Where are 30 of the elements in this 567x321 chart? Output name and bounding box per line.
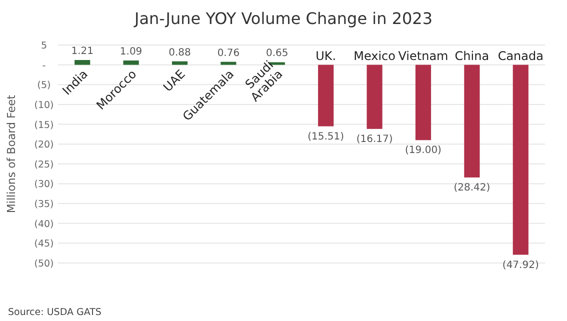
source-note: Source: USDA GATS <box>8 307 102 318</box>
x-tick-label: UK. <box>316 48 336 63</box>
y-tick-label: 5 <box>40 40 48 52</box>
x-tick-label: Vietnam <box>398 48 448 63</box>
y-tick-label: (5) <box>37 80 51 92</box>
data-label: (47.92) <box>502 260 539 271</box>
x-tick-label: China <box>454 48 490 63</box>
y-tick-label: (10) <box>34 100 54 111</box>
y-tick-label: (25) <box>34 159 54 170</box>
data-label: (15.51) <box>308 131 344 142</box>
y-tick-label: (30) <box>34 179 54 190</box>
x-tick-label: Canada <box>498 48 544 63</box>
y-tick-label: (40) <box>34 218 54 230</box>
data-label: 1.09 <box>120 46 142 58</box>
x-tick-label: Mexico <box>354 48 396 63</box>
y-tick-label: (35) <box>34 199 54 210</box>
data-label: (28.42) <box>454 182 490 194</box>
data-label: 1.21 <box>71 46 94 58</box>
data-label: (19.00) <box>405 145 442 156</box>
data-label: 0.65 <box>266 48 288 60</box>
data-label: (16.17) <box>356 134 393 145</box>
y-tick-label: - <box>42 60 46 72</box>
chart-title: Jan-June YOY Volume Change in 2023 <box>133 9 433 28</box>
data-label: 0.76 <box>217 48 240 59</box>
y-tick-label: (15) <box>34 120 54 131</box>
y-tick-label: (50) <box>34 258 54 270</box>
y-tick-label: (20) <box>34 140 54 151</box>
y-tick-label: (45) <box>34 238 54 250</box>
y-axis-title: Millions of Board Feet <box>5 94 18 214</box>
data-label: 0.88 <box>168 47 191 58</box>
